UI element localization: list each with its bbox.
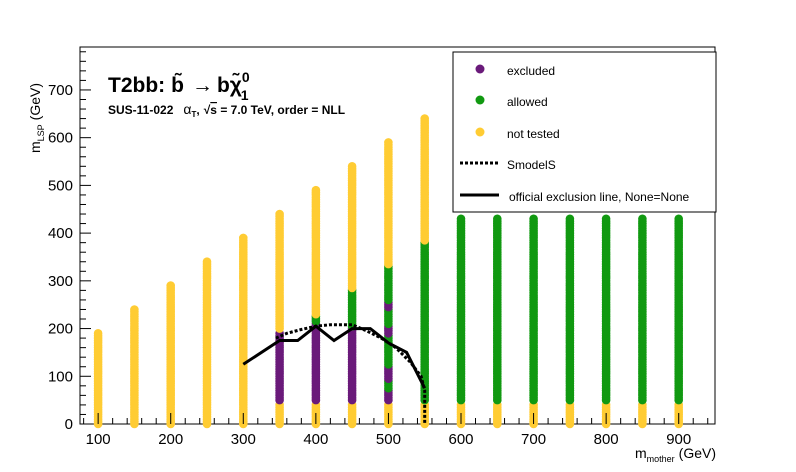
- point-not-tested: [130, 305, 139, 314]
- legend-marker-excluded: [475, 64, 485, 74]
- chart-subtitle: SUS-11-022 αT, √s = 7.0 TeV, order = NLL: [108, 101, 345, 119]
- x-axis-title-unit: (GeV): [679, 445, 716, 461]
- y-axis: 0 100 200 300 400 500 600 700: [48, 51, 91, 433]
- x-tick-label: 800: [594, 431, 619, 448]
- x-axis: 100 200 300 400 500 600 700 800 900: [83, 413, 709, 448]
- point-not-tested: [384, 138, 393, 147]
- subtitle-alpha-sub: T: [191, 110, 196, 119]
- y-tick-label: 200: [48, 321, 73, 338]
- official-exclusion-line: [242, 324, 427, 389]
- point-allowed: [601, 214, 611, 224]
- smodels-line: [275, 323, 427, 424]
- title-decay: bχ̃: [217, 73, 242, 97]
- legend-marker-allowed: [475, 95, 485, 105]
- x-tick-label: 400: [303, 431, 328, 448]
- point-allowed: [493, 214, 502, 224]
- x-tick-label: 700: [521, 431, 546, 448]
- x-axis-title-m: m: [635, 445, 647, 461]
- point-not-tested: [275, 209, 284, 219]
- x-axis-title-sub: mother: [647, 454, 675, 464]
- point-not-tested: [347, 162, 357, 171]
- legend-label-allowed: allowed: [507, 95, 548, 109]
- y-axis-title: mLSP (GeV): [27, 83, 46, 153]
- y-tick-label: 300: [48, 273, 73, 290]
- point-allowed: [529, 214, 538, 224]
- point-allowed: [674, 214, 683, 224]
- title-neutralino-super: 0: [242, 69, 250, 85]
- x-tick-label: 100: [86, 431, 111, 448]
- x-tick-label: 900: [666, 431, 691, 448]
- legend-label-smodels: SmodelS: [507, 158, 556, 172]
- subtitle-analysis: SUS-11-022: [108, 103, 174, 117]
- x-tick-label: 200: [158, 431, 183, 448]
- plot-frame: [79, 46, 716, 425]
- y-tick-label: 700: [48, 82, 73, 99]
- y-axis-title-sub: LSP: [36, 124, 46, 141]
- legend: excluded allowed not tested SmodelS offi…: [452, 51, 717, 213]
- y-tick-label: 0: [65, 416, 73, 433]
- point-not-tested: [93, 329, 103, 338]
- point-not-tested: [420, 114, 430, 123]
- point-not-tested: [239, 233, 248, 243]
- data-points: [93, 114, 683, 429]
- title-sbottom: b̃: [171, 73, 184, 97]
- chart-title: T2bb: b̃ → bχ̃0 1: [108, 69, 250, 103]
- point-not-tested: [202, 257, 212, 267]
- y-tick-label: 500: [48, 177, 73, 194]
- point-allowed: [638, 214, 647, 224]
- subtitle-alpha: α: [183, 101, 191, 117]
- y-axis-title-m: m: [27, 141, 43, 153]
- subtitle-energy: = 7.0 TeV, order = NLL: [217, 103, 345, 117]
- legend-box: [452, 51, 717, 213]
- x-tick-label: 500: [376, 431, 401, 448]
- y-tick-label: 600: [48, 130, 73, 147]
- exclusion-lines: [242, 323, 427, 424]
- x-axis-title: mmother (GeV): [635, 445, 716, 464]
- legend-label-official: official exclusion line, None=None: [509, 190, 690, 204]
- title-model: T2bb:: [108, 74, 165, 97]
- subtitle-sqrt-symbol: √: [204, 103, 211, 117]
- point-allowed: [565, 214, 575, 224]
- y-tick-label: 400: [48, 225, 73, 242]
- legend-marker-not-tested: [475, 127, 485, 137]
- y-axis-title-unit: (GeV): [27, 83, 43, 120]
- title-neutralino-sub: 1: [241, 87, 249, 103]
- point-not-tested: [166, 281, 175, 290]
- title-arrow: →: [192, 74, 213, 97]
- point-not-tested: [311, 185, 321, 195]
- x-tick-label: 600: [448, 431, 473, 448]
- point-allowed: [456, 214, 466, 224]
- subtitle-s: s: [210, 103, 217, 117]
- legend-label-not-tested: not tested: [507, 127, 560, 141]
- x-tick-label: 300: [231, 431, 256, 448]
- y-tick-label: 100: [48, 368, 73, 385]
- subtitle-comma: ,: [196, 103, 199, 117]
- legend-label-excluded: excluded: [507, 64, 555, 78]
